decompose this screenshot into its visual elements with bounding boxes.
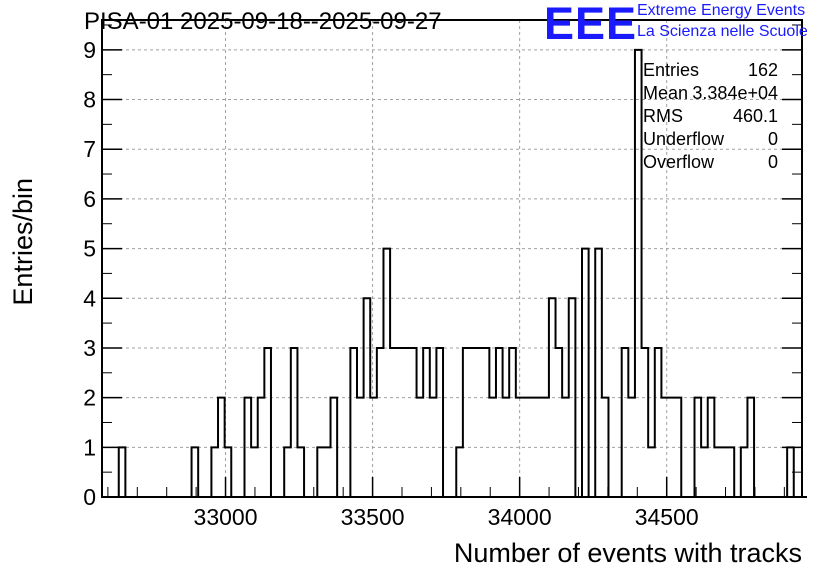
axis-ticks [102, 24, 802, 498]
y-tick-label: 5 [83, 236, 96, 262]
y-tick-label: 4 [83, 285, 96, 311]
x-tick-labels: 33000 33500 34000 34500 [194, 504, 699, 530]
logo-line-2: La Scienza nelle Scuole [637, 23, 808, 40]
x-tick-label: 33500 [341, 504, 405, 530]
x-tick-label: 34500 [635, 504, 699, 530]
stat-overflow-key: Overflow [643, 152, 715, 172]
stat-entries-key: Entries [643, 60, 700, 80]
stat-overflow-value: 0 [767, 152, 778, 172]
y-tick-label: 3 [83, 335, 96, 361]
stat-rms-key: RMS [643, 106, 683, 126]
y-tick-label: 7 [83, 136, 96, 162]
y-tick-label: 0 [83, 484, 96, 510]
stat-underflow-key: Underflow [643, 129, 725, 149]
y-tick-label: 9 [83, 37, 96, 63]
stat-rms-value: 460.1 [732, 106, 778, 126]
y-axis-label: Entries/bin [8, 178, 38, 306]
stat-mean-value: 3.384e+04 [692, 83, 778, 103]
x-axis-label: Number of events with tracks [454, 538, 802, 568]
y-tick-labels: 0 1 2 3 4 5 6 7 8 9 [83, 37, 96, 510]
y-tick-label: 6 [83, 186, 96, 212]
y-tick-label: 2 [83, 385, 96, 411]
plot-frame [101, 19, 803, 498]
chart-title: PISA-01 2025-09-18--2025-09-27 [84, 8, 442, 35]
x-tick-label: 33000 [194, 504, 258, 530]
stat-mean-key: Mean [643, 83, 689, 103]
x-tick-label: 34000 [488, 504, 552, 530]
eee-logo: EEE [544, 0, 638, 49]
histogram-outline [105, 48, 807, 498]
stat-entries-value: 162 [747, 60, 778, 80]
logo-line-1: Extreme Energy Events [637, 2, 806, 19]
y-tick-label: 8 [83, 87, 96, 113]
stat-underflow-value: 0 [767, 129, 778, 149]
y-tick-label: 1 [83, 434, 96, 460]
